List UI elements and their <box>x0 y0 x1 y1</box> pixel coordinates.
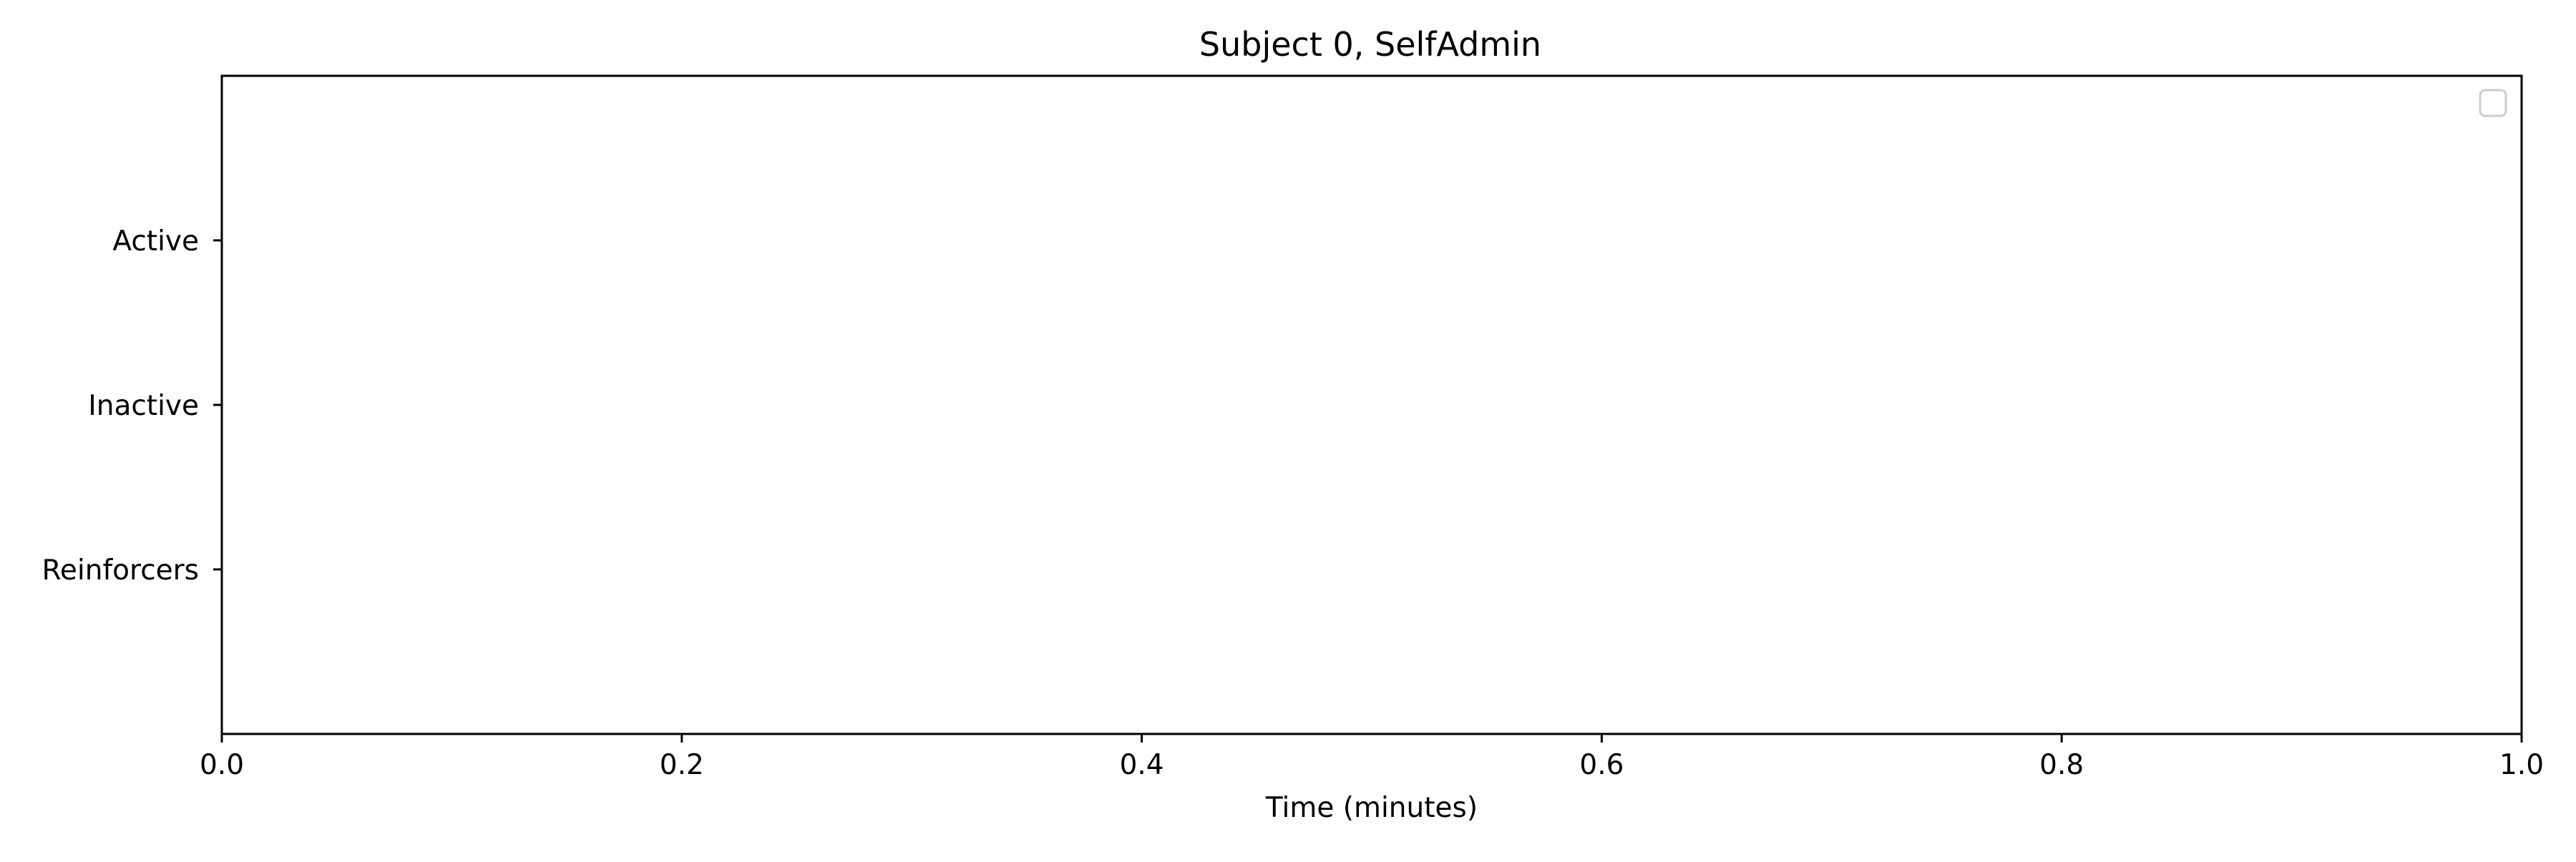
x-tick-label: 1.0 <box>2499 749 2544 781</box>
y-axis: Active Inactive Reinforcers <box>42 225 222 587</box>
x-tick-label: 0.2 <box>660 749 704 781</box>
x-tick-label: 0.4 <box>1120 749 1164 781</box>
y-tick-label: Reinforcers <box>42 554 199 587</box>
x-tick-label: 0.8 <box>2039 749 2084 781</box>
y-tick-label: Inactive <box>88 390 199 422</box>
x-axis: 0.0 0.2 0.4 0.6 0.8 1.0 <box>200 734 2544 781</box>
x-tick-label: 0.6 <box>1579 749 1624 781</box>
legend-box <box>2479 89 2507 117</box>
x-tick-label: 0.0 <box>200 749 244 781</box>
y-tick-label: Active <box>112 225 199 258</box>
x-axis-label: Time (minutes) <box>1265 792 1478 824</box>
chart-title: Subject 0, SelfAdmin <box>1199 25 1541 64</box>
